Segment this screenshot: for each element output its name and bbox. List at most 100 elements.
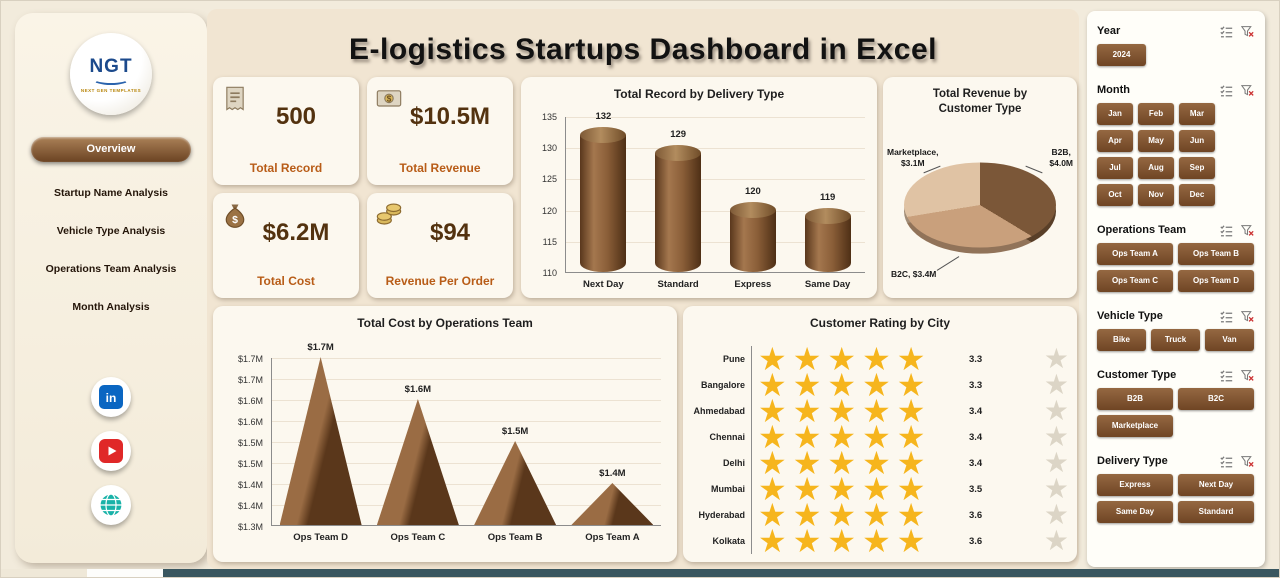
slicer-option-may[interactable]: May xyxy=(1138,130,1174,152)
bar-next-day: 132 Next Day xyxy=(566,111,641,290)
slicer-option-truck[interactable]: Truck xyxy=(1151,329,1200,351)
kpi-value: $10.5M xyxy=(409,103,491,130)
slicer-option-2024[interactable]: 2024 xyxy=(1097,44,1146,66)
kpi-label: Total Revenue xyxy=(399,161,481,175)
sidebar-item-startup-name-analysis[interactable]: Startup Name Analysis xyxy=(54,187,168,199)
pie-label-b2b: B2B, $4.0M xyxy=(1049,147,1073,168)
slicer-option-nov[interactable]: Nov xyxy=(1138,184,1174,206)
slicer-option-dec[interactable]: Dec xyxy=(1179,184,1215,206)
star-icons: ★★★★★ xyxy=(758,496,932,534)
city-label: Kolkata xyxy=(712,536,745,546)
sidebar-item-overview[interactable]: Overview xyxy=(31,137,191,162)
page-title: E-logistics Startups Dashboard in Excel xyxy=(349,33,937,66)
slicer-vehicle-type: Vehicle Type Bike Truck Van xyxy=(1097,306,1255,351)
pyramid-shape xyxy=(474,441,557,525)
pie-label-b2c: B2C, $3.4M xyxy=(891,269,936,280)
rating-by-city-chart-card: Customer Rating by City Pune ★★★★★ 3.3 ★ Ban… xyxy=(683,306,1077,562)
slicer-option-express[interactable]: Express xyxy=(1097,474,1173,496)
multiselect-icon[interactable] xyxy=(1218,453,1234,469)
star-icons: ★★★★★ xyxy=(758,418,932,456)
cost-yticks: $1.7M $1.7M $1.6M $1.6M $1.5M $1.5M $1.4M $1.4M… xyxy=(219,354,267,532)
slicer-options: B2B B2C Marketplace xyxy=(1097,388,1255,437)
slicer-option-sep[interactable]: Sep xyxy=(1179,157,1215,179)
slicer-option-jun[interactable]: Jun xyxy=(1179,130,1215,152)
slicer-option-jul[interactable]: Jul xyxy=(1097,157,1133,179)
bottom-strip-tab[interactable] xyxy=(87,569,163,577)
multiselect-icon[interactable] xyxy=(1218,367,1234,383)
star-icons: ★★★★★ xyxy=(758,392,932,430)
slice-value: $3.4M xyxy=(912,269,937,279)
globe-icon[interactable] xyxy=(91,485,131,525)
city-label: Mumbai xyxy=(710,484,745,494)
slicer-option-standard[interactable]: Standard xyxy=(1178,501,1254,523)
delivery-type-chart-card: Total Record by Delivery Type 135 130 125 1… xyxy=(521,77,877,298)
rating-value: 3.4 xyxy=(969,431,983,443)
slicer-option-b2c[interactable]: B2C xyxy=(1178,388,1254,410)
logo-text: NGT xyxy=(89,55,133,77)
y-axis-tick: $1.6M xyxy=(237,417,263,427)
slicer-option-oct[interactable]: Oct xyxy=(1097,184,1133,206)
slicer-option-bike[interactable]: Bike xyxy=(1097,329,1146,351)
slicer-option-feb[interactable]: Feb xyxy=(1138,103,1174,125)
sidebar-item-operations-team-analysis[interactable]: Operations Team Analysis xyxy=(45,263,177,275)
gridline xyxy=(272,463,661,464)
svg-text:$: $ xyxy=(387,94,392,103)
pyramid-shape xyxy=(376,399,459,525)
slice-name: Marketplace, xyxy=(887,147,939,157)
slicer-operations-team: Operations Team Ops Team A Ops Team B Ops T… xyxy=(1097,220,1255,292)
bottom-strip xyxy=(1,569,1279,577)
slicer-header: Year xyxy=(1097,21,1255,41)
slicer-option-ops-team-d[interactable]: Ops Team D xyxy=(1178,270,1254,292)
y-axis-tick: $1.5M xyxy=(237,438,263,448)
clear-filter-icon[interactable] xyxy=(1239,23,1255,39)
multiselect-icon[interactable] xyxy=(1218,308,1234,324)
kpi-label: Revenue Per Order xyxy=(385,274,495,288)
clear-filter-icon[interactable] xyxy=(1239,82,1255,98)
linkedin-icon[interactable]: in xyxy=(91,377,131,417)
multiselect-icon[interactable] xyxy=(1218,23,1234,39)
pie-chart xyxy=(904,162,1056,248)
pyramid-category-label: Ops Team C xyxy=(390,532,446,543)
slicer-title: Vehicle Type xyxy=(1097,310,1163,322)
delivery-yticks: 135 130 125 120 115 110 xyxy=(527,112,561,278)
clear-filter-icon[interactable] xyxy=(1239,367,1255,383)
slice-name: B2C, xyxy=(891,269,911,279)
youtube-icon[interactable] xyxy=(91,431,131,471)
slicer-option-mar[interactable]: Mar xyxy=(1179,103,1215,125)
slicer-option-same-day[interactable]: Same Day xyxy=(1097,501,1173,523)
rating-row-chennai: Chennai ★★★★★ 3.4 ★ xyxy=(691,418,1071,456)
slicer-header: Customer Type xyxy=(1097,365,1255,385)
bar-cylinder xyxy=(729,202,776,272)
slicer-option-marketplace[interactable]: Marketplace xyxy=(1097,415,1173,437)
bar-category-label: Standard xyxy=(657,279,699,290)
empty-star-icon: ★ xyxy=(1043,498,1069,531)
clear-filter-icon[interactable] xyxy=(1239,453,1255,469)
kpi-label: Total Record xyxy=(249,161,323,175)
city-label: Hyderabad xyxy=(698,510,745,520)
svg-text:$: $ xyxy=(232,214,238,226)
clear-filter-icon[interactable] xyxy=(1239,222,1255,238)
multiselect-icon[interactable] xyxy=(1218,222,1234,238)
clear-filter-icon[interactable] xyxy=(1239,308,1255,324)
y-axis-tick: 130 xyxy=(541,143,557,154)
slicer-option-jan[interactable]: Jan xyxy=(1097,103,1133,125)
slicer-option-ops-team-c[interactable]: Ops Team C xyxy=(1097,270,1173,292)
slicer-option-ops-team-b[interactable]: Ops Team B xyxy=(1178,243,1254,265)
slicer-option-next-day[interactable]: Next Day xyxy=(1178,474,1254,496)
gridline xyxy=(566,179,865,181)
slicer-option-b2b[interactable]: B2B xyxy=(1097,388,1173,410)
slicer-year: Year 2024 xyxy=(1097,21,1255,66)
pyramid-value-label: $1.7M xyxy=(307,342,334,353)
slicer-option-aug[interactable]: Aug xyxy=(1138,157,1174,179)
y-axis-tick: $1.4M xyxy=(237,480,263,490)
slicer-option-ops-team-a[interactable]: Ops Team A xyxy=(1097,243,1173,265)
bar-cylinder xyxy=(580,127,627,272)
slicer-option-van[interactable]: Van xyxy=(1205,329,1254,351)
multiselect-icon[interactable] xyxy=(1218,82,1234,98)
sidebar-item-vehicle-type-analysis[interactable]: Vehicle Type Analysis xyxy=(56,225,166,237)
sidebar-item-month-analysis[interactable]: Month Analysis xyxy=(72,301,150,313)
sidebar-nav: Overview Startup Name Analysis Vehicle Typ… xyxy=(27,137,195,326)
slicer-option-apr[interactable]: Apr xyxy=(1097,130,1133,152)
kpi-card-revenue-per-order: $94 Revenue Per Order xyxy=(367,193,513,298)
stars-area: ★★★★★ 3.4 ★ xyxy=(751,447,1071,479)
